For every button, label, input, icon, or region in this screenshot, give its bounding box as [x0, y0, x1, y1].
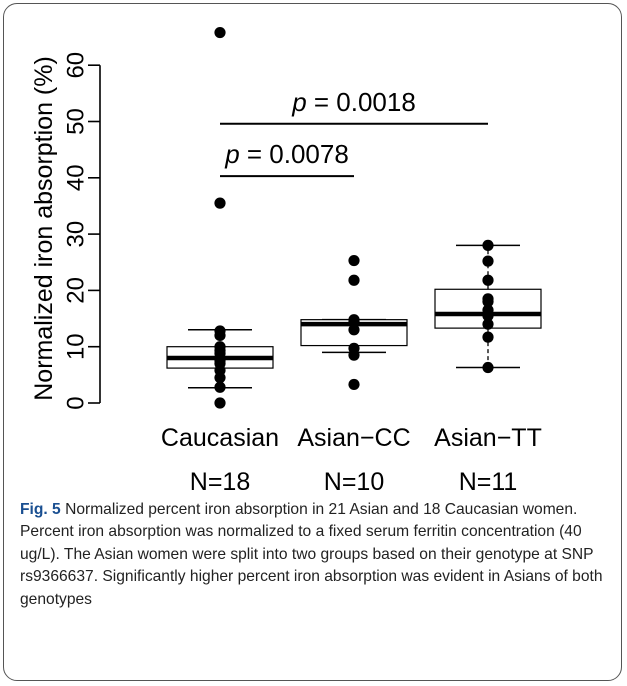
data-point [214, 341, 226, 353]
y-tick-label: 10 [63, 333, 90, 360]
p-symbol: p [224, 139, 239, 169]
data-point [214, 381, 226, 393]
y-tick-label: 20 [63, 277, 90, 304]
p-value-label: p = 0.0018 [291, 87, 416, 117]
data-point [482, 318, 494, 330]
p-symbol: p [291, 87, 306, 117]
data-point [482, 274, 494, 286]
p-value-label: p = 0.0078 [224, 139, 349, 169]
sample-size-label: N=11 [459, 468, 518, 496]
data-point [348, 314, 360, 326]
data-point [348, 274, 360, 286]
data-point [214, 397, 226, 409]
figure-caption: Fig. 5 Normalized percent iron absorptio… [20, 499, 616, 611]
data-point [348, 254, 360, 267]
x-category-label: Caucasian [161, 424, 279, 452]
x-category-label: Asian−TT [434, 424, 542, 452]
data-point [214, 26, 226, 39]
caption-text: Normalized percent iron absorption in 21… [20, 501, 603, 608]
y-tick-label: 0 [63, 396, 90, 409]
y-tick-label: 50 [63, 108, 90, 135]
p-value-text: = 0.0078 [240, 139, 349, 169]
sample-size-label: N=10 [324, 468, 384, 496]
figure-frame [3, 3, 622, 681]
data-point [214, 197, 226, 209]
data-point [482, 361, 494, 374]
y-tick-label: 60 [63, 52, 90, 79]
data-point [482, 304, 494, 316]
data-point [348, 324, 360, 336]
y-tick-label: 30 [63, 221, 90, 248]
data-point [482, 239, 494, 251]
data-point [348, 378, 360, 391]
data-point [482, 293, 494, 305]
data-point [482, 255, 494, 267]
sample-size-label: N=18 [190, 468, 250, 496]
y-tick-label: 40 [63, 164, 90, 191]
p-value-text: = 0.0018 [307, 87, 416, 117]
data-point [348, 342, 360, 354]
figure-label: Fig. 5 [20, 501, 61, 518]
y-axis-label: Normalized iron absorption (%) [30, 56, 58, 401]
data-point [482, 331, 494, 343]
x-category-label: Asian−CC [297, 424, 410, 452]
data-point [214, 325, 226, 337]
